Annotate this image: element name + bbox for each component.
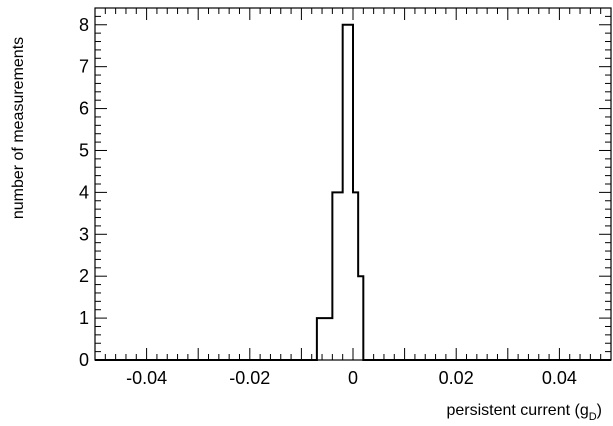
x-axis-title-main: persistent current (g bbox=[446, 402, 588, 419]
histogram-bin bbox=[317, 318, 332, 360]
x-axis-title: persistent current (gD) bbox=[446, 402, 602, 423]
y-axis-title: number of measurements bbox=[10, 37, 27, 219]
histogram-bin bbox=[332, 192, 342, 360]
histogram-outline bbox=[95, 23, 611, 361]
x-axis-tick-labels: -0.04 -0.02 0 0.02 0.04 bbox=[126, 368, 577, 388]
x-tick-label: 0 bbox=[348, 368, 358, 388]
y-axis-ticks bbox=[95, 7, 611, 361]
y-tick-label: 8 bbox=[79, 15, 89, 35]
x-tick-label: 0.02 bbox=[439, 368, 474, 388]
x-tick-label: 0.04 bbox=[542, 368, 577, 388]
y-tick-label: 3 bbox=[79, 224, 89, 244]
y-axis-tick-labels: 0 1 2 3 4 5 6 7 8 bbox=[79, 15, 89, 370]
y-tick-label: 7 bbox=[79, 57, 89, 77]
y-tick-label: 1 bbox=[79, 308, 89, 328]
histogram-bin bbox=[343, 25, 353, 360]
y-tick-label: 5 bbox=[79, 140, 89, 160]
y-tick-label: 4 bbox=[79, 182, 89, 202]
y-tick-label: 6 bbox=[79, 99, 89, 119]
x-tick-label: -0.04 bbox=[126, 368, 167, 388]
x-axis-title-subscript: D bbox=[589, 411, 597, 423]
y-tick-label: 0 bbox=[79, 350, 89, 370]
x-tick-label: -0.02 bbox=[229, 368, 270, 388]
y-tick-label: 2 bbox=[79, 266, 89, 286]
x-axis-title-suffix: ) bbox=[597, 402, 602, 419]
